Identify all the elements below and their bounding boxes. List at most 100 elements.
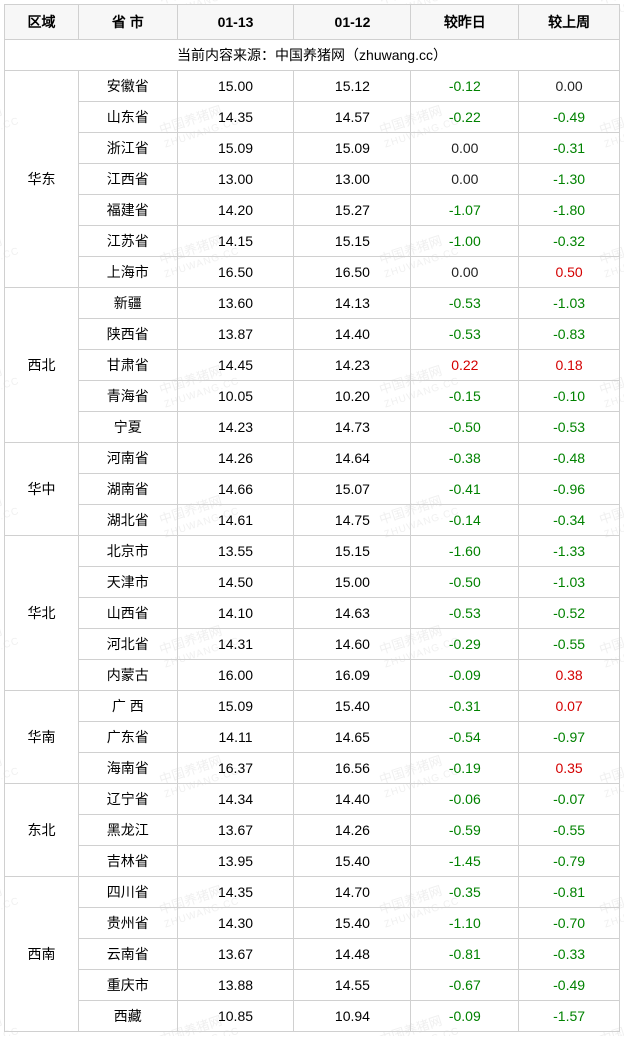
table-row: 福建省14.2015.27-1.07-1.80 — [5, 195, 620, 226]
delta-day: -0.53 — [411, 288, 519, 319]
table-row: 江苏省14.1515.15-1.00-0.32 — [5, 226, 620, 257]
delta-week: -0.96 — [519, 474, 620, 505]
value-date1: 13.88 — [177, 970, 294, 1001]
delta-week: -0.33 — [519, 939, 620, 970]
region-cell: 西北 — [5, 288, 79, 443]
value-date1: 13.87 — [177, 319, 294, 350]
delta-day: -0.22 — [411, 102, 519, 133]
value-date1: 14.20 — [177, 195, 294, 226]
province-cell: 西藏 — [78, 1001, 177, 1032]
delta-week: -0.32 — [519, 226, 620, 257]
table-row: 广东省14.1114.65-0.54-0.97 — [5, 722, 620, 753]
value-date2: 14.70 — [294, 877, 411, 908]
value-date1: 14.30 — [177, 908, 294, 939]
value-date1: 15.09 — [177, 691, 294, 722]
delta-week: -0.07 — [519, 784, 620, 815]
value-date1: 14.50 — [177, 567, 294, 598]
delta-week: -1.33 — [519, 536, 620, 567]
header-delta-day: 较昨日 — [411, 5, 519, 40]
region-cell: 华中 — [5, 443, 79, 536]
value-date2: 16.50 — [294, 257, 411, 288]
province-cell: 江西省 — [78, 164, 177, 195]
value-date1: 14.61 — [177, 505, 294, 536]
price-table-body: 当前内容来源：中国养猪网（zhuwang.cc） 华东安徽省15.0015.12… — [5, 40, 620, 1032]
province-cell: 青海省 — [78, 381, 177, 412]
table-row: 宁夏14.2314.73-0.50-0.53 — [5, 412, 620, 443]
province-cell: 湖北省 — [78, 505, 177, 536]
province-cell: 北京市 — [78, 536, 177, 567]
province-cell: 福建省 — [78, 195, 177, 226]
value-date1: 14.45 — [177, 350, 294, 381]
table-row: 吉林省13.9515.40-1.45-0.79 — [5, 846, 620, 877]
value-date2: 14.55 — [294, 970, 411, 1001]
province-cell: 湖南省 — [78, 474, 177, 505]
delta-day: -0.35 — [411, 877, 519, 908]
value-date1: 13.67 — [177, 939, 294, 970]
delta-week: -1.03 — [519, 288, 620, 319]
delta-day: -0.53 — [411, 319, 519, 350]
delta-day: 0.00 — [411, 133, 519, 164]
province-cell: 山东省 — [78, 102, 177, 133]
table-row: 陕西省13.8714.40-0.53-0.83 — [5, 319, 620, 350]
delta-day: -1.07 — [411, 195, 519, 226]
delta-day: 0.00 — [411, 257, 519, 288]
value-date2: 13.00 — [294, 164, 411, 195]
delta-week: -0.53 — [519, 412, 620, 443]
source-line: 当前内容来源：中国养猪网（zhuwang.cc） — [5, 40, 620, 71]
province-cell: 内蒙古 — [78, 660, 177, 691]
province-cell: 天津市 — [78, 567, 177, 598]
value-date2: 16.09 — [294, 660, 411, 691]
delta-week: -0.55 — [519, 629, 620, 660]
delta-week: -0.97 — [519, 722, 620, 753]
value-date2: 14.65 — [294, 722, 411, 753]
value-date1: 14.34 — [177, 784, 294, 815]
value-date2: 15.09 — [294, 133, 411, 164]
region-cell: 西南 — [5, 877, 79, 1032]
delta-day: -0.50 — [411, 567, 519, 598]
table-row: 江西省13.0013.000.00-1.30 — [5, 164, 620, 195]
value-date2: 14.48 — [294, 939, 411, 970]
value-date1: 16.37 — [177, 753, 294, 784]
delta-day: -0.59 — [411, 815, 519, 846]
delta-day: -0.67 — [411, 970, 519, 1001]
province-cell: 重庆市 — [78, 970, 177, 1001]
table-row: 华东安徽省15.0015.12-0.120.00 — [5, 71, 620, 102]
value-date2: 15.27 — [294, 195, 411, 226]
delta-day: -0.19 — [411, 753, 519, 784]
table-row: 东北辽宁省14.3414.40-0.06-0.07 — [5, 784, 620, 815]
delta-day: 0.00 — [411, 164, 519, 195]
table-row: 甘肃省14.4514.230.220.18 — [5, 350, 620, 381]
value-date2: 14.40 — [294, 784, 411, 815]
value-date1: 14.26 — [177, 443, 294, 474]
delta-week: 0.35 — [519, 753, 620, 784]
region-cell: 东北 — [5, 784, 79, 877]
delta-day: -0.14 — [411, 505, 519, 536]
header-date1: 01-13 — [177, 5, 294, 40]
value-date2: 14.40 — [294, 319, 411, 350]
region-cell: 华北 — [5, 536, 79, 691]
value-date2: 14.63 — [294, 598, 411, 629]
value-date1: 14.31 — [177, 629, 294, 660]
value-date2: 14.60 — [294, 629, 411, 660]
value-date1: 13.60 — [177, 288, 294, 319]
value-date2: 16.56 — [294, 753, 411, 784]
province-cell: 新疆 — [78, 288, 177, 319]
delta-week: -1.57 — [519, 1001, 620, 1032]
value-date1: 13.00 — [177, 164, 294, 195]
table-row: 内蒙古16.0016.09-0.090.38 — [5, 660, 620, 691]
delta-week: -1.03 — [519, 567, 620, 598]
value-date1: 14.35 — [177, 877, 294, 908]
price-table: 区域 省 市 01-13 01-12 较昨日 较上周 当前内容来源：中国养猪网（… — [4, 4, 620, 1032]
delta-week: 0.50 — [519, 257, 620, 288]
value-date2: 15.15 — [294, 536, 411, 567]
table-row: 浙江省15.0915.090.00-0.31 — [5, 133, 620, 164]
value-date2: 14.57 — [294, 102, 411, 133]
value-date2: 14.26 — [294, 815, 411, 846]
header-region: 区域 — [5, 5, 79, 40]
delta-day: -1.00 — [411, 226, 519, 257]
delta-day: -1.45 — [411, 846, 519, 877]
table-row: 青海省10.0510.20-0.15-0.10 — [5, 381, 620, 412]
region-cell: 华南 — [5, 691, 79, 784]
delta-day: -0.12 — [411, 71, 519, 102]
value-date2: 14.64 — [294, 443, 411, 474]
